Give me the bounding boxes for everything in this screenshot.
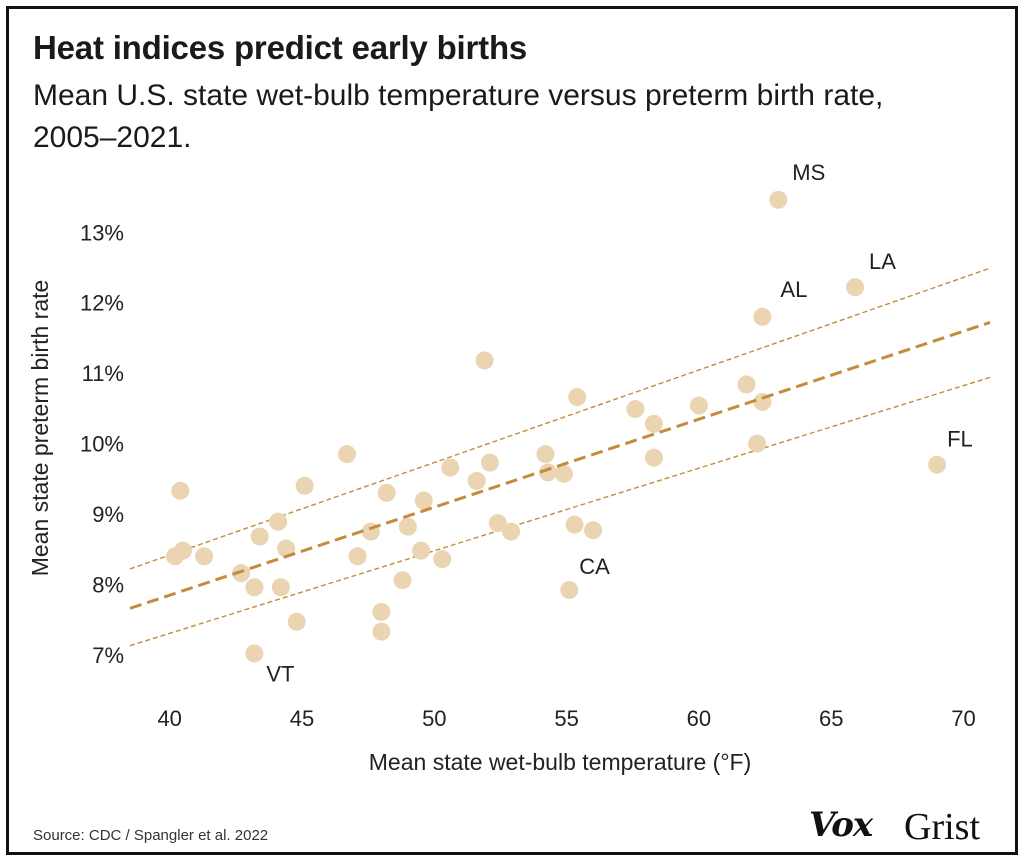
x-tick-label: 60 xyxy=(687,706,711,731)
data-point xyxy=(584,521,603,540)
y-tick-label: 11% xyxy=(82,361,124,386)
data-point xyxy=(626,400,645,419)
y-tick-label: 8% xyxy=(92,572,124,597)
data-point xyxy=(173,541,192,560)
x-tick-label: 70 xyxy=(951,706,975,731)
data-point xyxy=(441,458,460,477)
data-point xyxy=(488,514,507,533)
vox-logo: Vox xyxy=(809,805,873,845)
y-tick-label: 12% xyxy=(80,291,124,316)
data-point xyxy=(433,550,452,569)
data-point xyxy=(398,517,417,536)
data-point xyxy=(554,464,573,483)
data-point xyxy=(250,527,269,546)
data-point xyxy=(412,541,431,560)
ci-upper-line xyxy=(129,267,991,570)
data-point xyxy=(269,512,288,531)
chart-subtitle: Mean U.S. state wet-bulb temperature ver… xyxy=(33,79,884,154)
point-label-al: AL xyxy=(780,277,807,302)
data-point xyxy=(245,644,264,663)
x-tick-label: 65 xyxy=(819,706,843,731)
source-note: Source: CDC / Spangler et al. 2022 xyxy=(33,827,269,844)
chart-card: Heat indices predict early births Mean U… xyxy=(6,6,1018,855)
data-point xyxy=(502,522,521,541)
data-point xyxy=(928,455,947,474)
trend-line xyxy=(129,320,991,610)
data-point xyxy=(560,581,579,600)
data-point xyxy=(377,483,396,502)
y-tick-label: 13% xyxy=(80,220,124,245)
y-axis-label: Mean state preterm birth rate xyxy=(27,280,53,577)
x-tick-label: 45 xyxy=(290,706,314,731)
data-point xyxy=(414,491,433,510)
x-tick-label: 50 xyxy=(422,706,446,731)
data-point xyxy=(475,351,494,370)
data-point xyxy=(769,190,788,209)
ci-lower-line xyxy=(129,376,991,647)
data-point xyxy=(644,414,663,433)
point-label-fl: FL xyxy=(947,427,973,452)
data-point xyxy=(171,481,190,500)
data-point xyxy=(372,622,391,641)
data-point xyxy=(539,463,558,482)
data-point xyxy=(480,453,499,472)
y-tick-label: 7% xyxy=(92,643,124,668)
chart-title: Heat indices predict early births xyxy=(33,29,528,66)
data-point xyxy=(295,476,314,495)
x-tick-label: 40 xyxy=(157,706,181,731)
data-point xyxy=(271,578,290,597)
data-point xyxy=(245,578,264,597)
data-point xyxy=(195,547,214,566)
x-tick-label: 55 xyxy=(554,706,578,731)
data-point xyxy=(689,396,708,415)
data-point xyxy=(337,445,356,464)
y-tick-label: 10% xyxy=(80,432,124,457)
data-point xyxy=(536,445,555,464)
data-point xyxy=(277,539,296,558)
data-point xyxy=(232,564,251,583)
data-point xyxy=(287,612,306,631)
data-point xyxy=(372,602,391,621)
point-label-ca: CA xyxy=(579,554,610,579)
data-point xyxy=(568,388,587,407)
y-tick-label: 9% xyxy=(92,502,124,527)
data-point xyxy=(644,448,663,467)
data-point xyxy=(348,547,367,566)
x-axis-label: Mean state wet-bulb temperature (°F) xyxy=(369,749,751,775)
data-point xyxy=(565,515,584,534)
data-point xyxy=(737,375,756,394)
data-point xyxy=(393,571,412,590)
grist-logo: Grist xyxy=(904,806,980,848)
data-point xyxy=(753,307,772,326)
data-point xyxy=(467,471,486,490)
point-label-la: LA xyxy=(869,249,896,274)
point-label-vt: VT xyxy=(266,661,294,686)
data-point xyxy=(748,434,767,453)
data-point xyxy=(846,278,865,297)
point-label-ms: MS xyxy=(792,160,825,185)
